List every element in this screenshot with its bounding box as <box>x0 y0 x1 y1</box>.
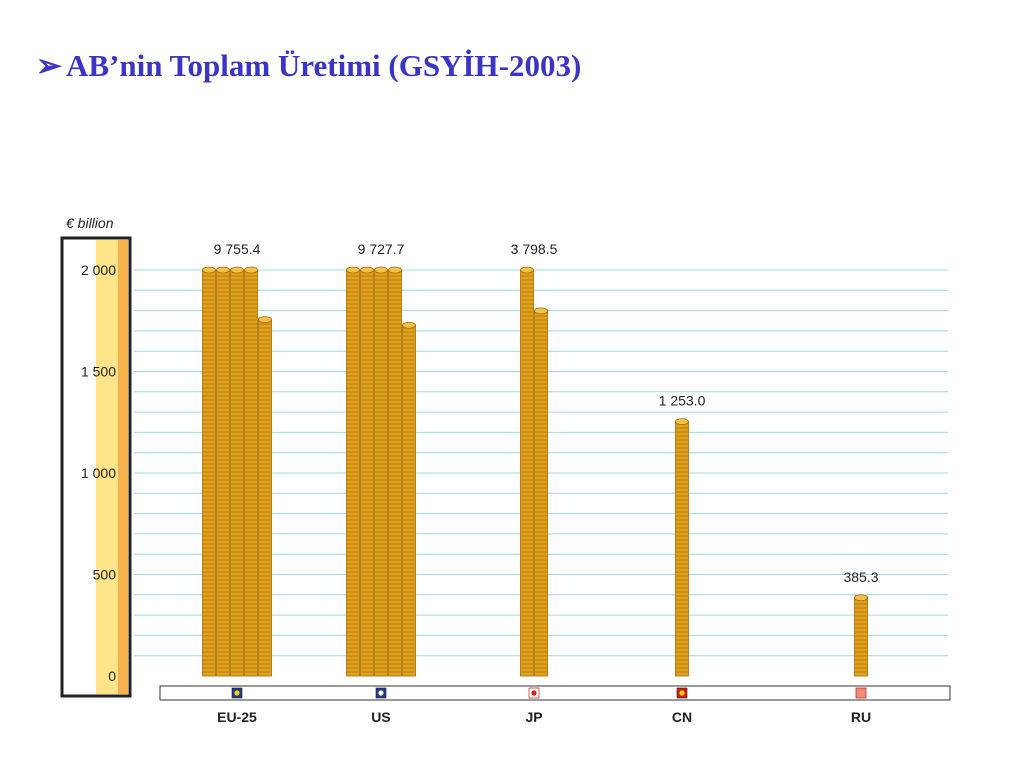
bar-jp <box>520 266 548 677</box>
coin-column <box>675 418 689 677</box>
y-tick-label: 1 000 <box>81 465 116 481</box>
coin-column <box>258 316 272 677</box>
category-label: CN <box>672 709 692 725</box>
ru-flag-icon <box>855 687 867 699</box>
jp-flag-icon <box>528 687 540 699</box>
y-tick-label: 0 <box>108 668 116 684</box>
bar-ru <box>854 594 868 677</box>
slide-title-text: AB’nin Toplam Üretimi (GSYİH-2003) <box>65 48 582 83</box>
category-label: US <box>371 709 390 725</box>
coin-column <box>402 321 416 677</box>
coin-column <box>230 266 244 677</box>
unit-label: € billion <box>66 215 114 231</box>
coin-column <box>244 266 258 677</box>
y-axis-band-light <box>96 240 118 694</box>
coin-column <box>534 307 548 677</box>
value-labels: 9 755.4 9 727.7 3 798.5 1 253.0 385.3 <box>214 241 879 585</box>
coin-column <box>374 266 388 677</box>
us-flag-icon <box>375 687 387 699</box>
cn-flag-icon <box>676 687 688 699</box>
value-label: 9 727.7 <box>358 241 405 257</box>
coin-stack-bars <box>202 266 868 677</box>
slide-title: ➢ AB’nin Toplam Üretimi (GSYİH-2003) <box>36 48 581 84</box>
category-axis-strip <box>159 685 951 701</box>
coin-column <box>854 594 868 677</box>
coin-column <box>388 266 402 677</box>
category-label: JP <box>525 709 542 725</box>
coin-column <box>360 266 374 677</box>
value-label: 385.3 <box>843 569 878 585</box>
value-label: 3 798.5 <box>511 241 558 257</box>
category-label: RU <box>851 709 871 725</box>
y-axis-band-dark <box>118 240 128 694</box>
y-tick-label: 1 500 <box>81 364 116 380</box>
bar-eu-25 <box>202 266 272 677</box>
y-tick-label: 500 <box>93 567 117 583</box>
bar-cn <box>675 418 689 677</box>
y-tick-labels: 0 500 1 000 1 500 2 000 <box>81 262 116 684</box>
value-label: 1 253.0 <box>659 393 706 409</box>
coin-column <box>346 266 360 677</box>
eu-flag-icon <box>231 687 243 699</box>
coin-column <box>520 266 534 677</box>
bar-us <box>346 266 416 677</box>
y-tick-label: 2 000 <box>81 262 116 278</box>
coin-column <box>216 266 230 677</box>
value-label: 9 755.4 <box>214 241 261 257</box>
category-labels: EU-25 US JP CN RU <box>217 687 871 725</box>
category-label: EU-25 <box>217 709 257 725</box>
coin-column <box>202 266 216 677</box>
bullet-arrow-icon: ➢ <box>36 48 62 83</box>
